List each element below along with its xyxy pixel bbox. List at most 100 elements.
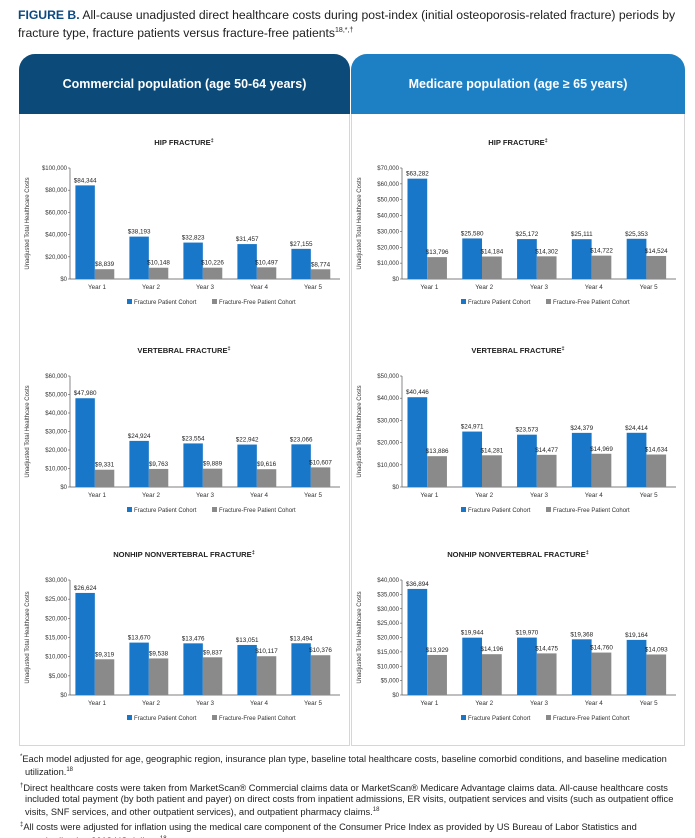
- x-tick-label: Year 1: [420, 492, 438, 499]
- legend-label-fracture-free: Fracture-Free Patient Cohort: [553, 508, 630, 514]
- legend-label-fracture: Fracture Patient Cohort: [134, 300, 197, 306]
- data-label-fracture-free: $9,331: [95, 462, 115, 469]
- bar-fracture-cohort: [129, 236, 149, 279]
- bar-fracture-cohort: [571, 639, 592, 695]
- y-tick-label: $80,000: [45, 188, 67, 194]
- x-tick-label: Year 1: [420, 700, 438, 707]
- x-tick-label: Year 1: [88, 700, 106, 707]
- legend-label-fracture: Fracture Patient Cohort: [134, 716, 197, 722]
- y-tick-label: $40,000: [45, 233, 67, 239]
- bar-fracture-free-cohort: [427, 456, 447, 487]
- legend-swatch-fracture-free: [546, 715, 551, 720]
- bar-fracture-free-cohort: [482, 256, 502, 279]
- y-tick-label: $35,000: [377, 592, 399, 598]
- data-label-fracture: $19,944: [461, 630, 484, 637]
- bar-fracture-cohort: [626, 238, 647, 279]
- data-label-fracture: $40,446: [406, 389, 429, 396]
- data-label-fracture-free: $10,607: [309, 459, 332, 466]
- legend-label-fracture-free: Fracture-Free Patient Cohort: [219, 716, 296, 722]
- chart-medicare-vertebral: VERTEBRAL FRACTURE‡ Unadjusted Total Heal…: [357, 346, 676, 514]
- data-label-fracture: $25,353: [625, 231, 648, 238]
- bar-fracture-free-cohort: [94, 659, 115, 695]
- chart-title: VERTEBRAL FRACTURE‡: [137, 346, 230, 355]
- y-tick-label: $60,000: [45, 210, 67, 216]
- bar-fracture-cohort: [75, 592, 95, 695]
- x-tick-label: Year 2: [142, 284, 160, 291]
- y-tick-label: $25,000: [377, 621, 399, 627]
- data-label-fracture-free: $9,889: [203, 461, 223, 468]
- data-label-fracture-free: $8,774: [311, 261, 331, 268]
- bar-fracture-cohort: [462, 637, 483, 695]
- x-tick-label: Year 3: [196, 492, 214, 499]
- bar-fracture-cohort: [462, 431, 483, 487]
- y-tick-label: $20,000: [377, 245, 399, 251]
- bar-fracture-free-cohort: [94, 269, 115, 279]
- legend-label-fracture-free: Fracture-Free Patient Cohort: [219, 300, 296, 306]
- x-tick-label: Year 1: [88, 492, 106, 499]
- bar-fracture-cohort: [129, 642, 149, 695]
- x-tick-label: Year 4: [250, 492, 268, 499]
- legend-swatch-fracture-free: [212, 715, 217, 720]
- x-tick-label: Year 3: [530, 284, 548, 291]
- legend-swatch-fracture-free: [212, 299, 217, 304]
- chart-medicare-hip: HIP FRACTURE‡ Unadjusted Total Healthcare…: [357, 138, 676, 306]
- y-tick-label: $30,000: [45, 578, 67, 584]
- bar-fracture-cohort: [291, 643, 311, 695]
- y-tick-label: $60,000: [377, 182, 399, 188]
- x-tick-label: Year 2: [142, 700, 160, 707]
- bar-fracture-free-cohort: [646, 654, 667, 695]
- bar-fracture-free-cohort: [256, 469, 277, 487]
- y-tick-label: $20,000: [45, 616, 67, 622]
- y-tick-label: $10,000: [377, 261, 399, 267]
- data-label-fracture: $38,193: [128, 229, 151, 236]
- chart-commercial-vertebral: VERTEBRAL FRACTURE‡ Unadjusted Total Heal…: [25, 346, 340, 514]
- data-label-fracture: $24,379: [570, 425, 593, 432]
- bar-fracture-free-cohort: [148, 267, 169, 279]
- bar-fracture-free-cohort: [536, 454, 557, 487]
- y-tick-label: $20,000: [45, 448, 67, 454]
- medicare-panel-header: Medicare population (age ≥ 65 years): [351, 54, 685, 114]
- data-label-fracture-free: $10,376: [309, 647, 332, 654]
- data-label-fracture-free: $14,524: [645, 248, 668, 255]
- bar-fracture-cohort: [462, 238, 483, 279]
- bar-fracture-cohort: [237, 444, 257, 487]
- x-tick-label: Year 5: [640, 700, 658, 707]
- bar-fracture-cohort: [407, 397, 428, 487]
- data-label-fracture-free: $14,969: [590, 446, 613, 453]
- x-tick-label: Year 3: [196, 284, 214, 291]
- bar-fracture-cohort: [129, 440, 149, 487]
- data-label-fracture-free: $14,477: [535, 447, 558, 454]
- commercial-panel: Commercial population (age 50-64 years): [19, 54, 350, 746]
- figure-title-text: All-cause unadjusted direct healthcare c…: [18, 8, 676, 41]
- data-label-fracture: $25,111: [571, 231, 593, 238]
- x-tick-label: Year 2: [142, 492, 160, 499]
- data-label-fracture-free: $14,634: [645, 447, 668, 454]
- chart-commercial-nonhip-nonvertebral: NONHIP NONVERTEBRAL FRACTURE‡ Unadjusted …: [25, 550, 340, 722]
- footnote-mark: *: [20, 754, 23, 760]
- footnote-ref: 18: [66, 767, 74, 774]
- bar-fracture-cohort: [517, 637, 537, 695]
- bar-fracture-cohort: [183, 443, 203, 487]
- bar-fracture-free-cohort: [591, 453, 612, 487]
- y-tick-label: $0: [60, 277, 67, 283]
- data-label-fracture: $25,580: [461, 230, 484, 237]
- footnotes: *Each model adjusted for age, geographic…: [20, 752, 685, 838]
- data-label-fracture-free: $8,839: [95, 261, 115, 268]
- legend-label-fracture-free: Fracture-Free Patient Cohort: [553, 716, 630, 722]
- data-label-fracture: $19,970: [516, 630, 539, 637]
- footnote: ‡All costs were adjusted for inflation u…: [20, 820, 685, 838]
- x-tick-label: Year 4: [585, 284, 603, 291]
- data-label-fracture: $24,414: [625, 425, 648, 432]
- x-tick-label: Year 5: [640, 284, 658, 291]
- data-label-fracture: $13,051: [236, 637, 259, 644]
- data-label-fracture-free: $9,319: [95, 651, 115, 658]
- legend-label-fracture: Fracture Patient Cohort: [134, 508, 197, 514]
- bar-fracture-cohort: [626, 432, 647, 487]
- y-tick-label: $50,000: [377, 198, 399, 204]
- y-tick-label: $70,000: [377, 166, 399, 172]
- legend-swatch-fracture-free: [546, 507, 551, 512]
- legend-label-fracture: Fracture Patient Cohort: [468, 716, 531, 722]
- x-tick-label: Year 2: [475, 284, 493, 291]
- y-tick-label: $50,000: [45, 393, 67, 399]
- data-label-fracture-free: $13,796: [426, 249, 449, 256]
